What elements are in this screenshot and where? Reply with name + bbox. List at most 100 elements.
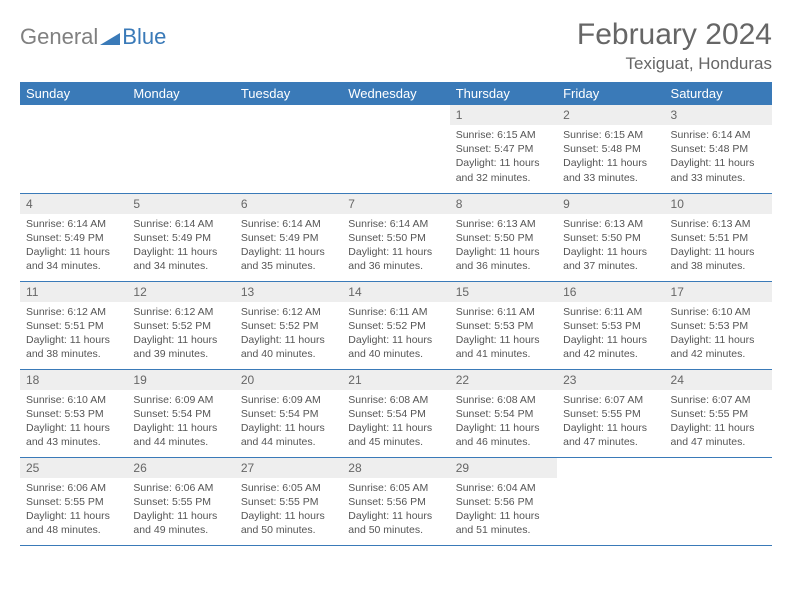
calendar-cell: 27Sunrise: 6:05 AMSunset: 5:55 PMDayligh…	[235, 457, 342, 545]
calendar-cell: 19Sunrise: 6:09 AMSunset: 5:54 PMDayligh…	[127, 369, 234, 457]
calendar-cell: .	[127, 105, 234, 193]
brand-logo: General Blue	[20, 18, 166, 50]
header: General Blue February 2024 Texiguat, Hon…	[20, 18, 772, 74]
day-number: 10	[665, 194, 772, 214]
day-details: Sunrise: 6:14 AMSunset: 5:49 PMDaylight:…	[127, 214, 234, 280]
day-number: 8	[450, 194, 557, 214]
brand-general: General	[20, 24, 98, 50]
calendar-cell: .	[342, 105, 449, 193]
day-details: Sunrise: 6:04 AMSunset: 5:56 PMDaylight:…	[450, 478, 557, 544]
brand-blue: Blue	[122, 24, 166, 50]
day-details: Sunrise: 6:08 AMSunset: 5:54 PMDaylight:…	[450, 390, 557, 456]
day-details: Sunrise: 6:07 AMSunset: 5:55 PMDaylight:…	[665, 390, 772, 456]
calendar-cell: 8Sunrise: 6:13 AMSunset: 5:50 PMDaylight…	[450, 193, 557, 281]
calendar-cell: 17Sunrise: 6:10 AMSunset: 5:53 PMDayligh…	[665, 281, 772, 369]
day-details: Sunrise: 6:14 AMSunset: 5:50 PMDaylight:…	[342, 214, 449, 280]
calendar-table: Sunday Monday Tuesday Wednesday Thursday…	[20, 82, 772, 546]
day-details: Sunrise: 6:06 AMSunset: 5:55 PMDaylight:…	[127, 478, 234, 544]
col-tuesday: Tuesday	[235, 82, 342, 105]
calendar-cell: 29Sunrise: 6:04 AMSunset: 5:56 PMDayligh…	[450, 457, 557, 545]
day-number: 3	[665, 105, 772, 125]
day-details: Sunrise: 6:09 AMSunset: 5:54 PMDaylight:…	[127, 390, 234, 456]
day-number: 16	[557, 282, 664, 302]
col-thursday: Thursday	[450, 82, 557, 105]
day-details: Sunrise: 6:05 AMSunset: 5:56 PMDaylight:…	[342, 478, 449, 544]
day-details: Sunrise: 6:10 AMSunset: 5:53 PMDaylight:…	[20, 390, 127, 456]
calendar-cell: 16Sunrise: 6:11 AMSunset: 5:53 PMDayligh…	[557, 281, 664, 369]
calendar-week-row: 4Sunrise: 6:14 AMSunset: 5:49 PMDaylight…	[20, 193, 772, 281]
calendar-cell: 22Sunrise: 6:08 AMSunset: 5:54 PMDayligh…	[450, 369, 557, 457]
calendar-cell: 24Sunrise: 6:07 AMSunset: 5:55 PMDayligh…	[665, 369, 772, 457]
day-details: Sunrise: 6:09 AMSunset: 5:54 PMDaylight:…	[235, 390, 342, 456]
day-number: 13	[235, 282, 342, 302]
day-number: 19	[127, 370, 234, 390]
calendar-cell: 28Sunrise: 6:05 AMSunset: 5:56 PMDayligh…	[342, 457, 449, 545]
day-details: Sunrise: 6:11 AMSunset: 5:53 PMDaylight:…	[557, 302, 664, 368]
calendar-cell: 4Sunrise: 6:14 AMSunset: 5:49 PMDaylight…	[20, 193, 127, 281]
day-number: 15	[450, 282, 557, 302]
day-details: Sunrise: 6:13 AMSunset: 5:51 PMDaylight:…	[665, 214, 772, 280]
calendar-cell: 23Sunrise: 6:07 AMSunset: 5:55 PMDayligh…	[557, 369, 664, 457]
day-details: Sunrise: 6:12 AMSunset: 5:51 PMDaylight:…	[20, 302, 127, 368]
brand-triangle-icon	[100, 29, 120, 45]
calendar-cell: 15Sunrise: 6:11 AMSunset: 5:53 PMDayligh…	[450, 281, 557, 369]
day-number: 1	[450, 105, 557, 125]
calendar-cell: 10Sunrise: 6:13 AMSunset: 5:51 PMDayligh…	[665, 193, 772, 281]
calendar-cell: 21Sunrise: 6:08 AMSunset: 5:54 PMDayligh…	[342, 369, 449, 457]
day-number: 6	[235, 194, 342, 214]
day-number: 23	[557, 370, 664, 390]
day-number: 29	[450, 458, 557, 478]
calendar-week-row: 25Sunrise: 6:06 AMSunset: 5:55 PMDayligh…	[20, 457, 772, 545]
calendar-cell: 5Sunrise: 6:14 AMSunset: 5:49 PMDaylight…	[127, 193, 234, 281]
calendar-week-row: 18Sunrise: 6:10 AMSunset: 5:53 PMDayligh…	[20, 369, 772, 457]
calendar-cell: 9Sunrise: 6:13 AMSunset: 5:50 PMDaylight…	[557, 193, 664, 281]
calendar-cell: .	[235, 105, 342, 193]
calendar-cell: 3Sunrise: 6:14 AMSunset: 5:48 PMDaylight…	[665, 105, 772, 193]
day-number: 20	[235, 370, 342, 390]
day-details: Sunrise: 6:14 AMSunset: 5:49 PMDaylight:…	[235, 214, 342, 280]
col-sunday: Sunday	[20, 82, 127, 105]
calendar-cell: 26Sunrise: 6:06 AMSunset: 5:55 PMDayligh…	[127, 457, 234, 545]
calendar-cell: 6Sunrise: 6:14 AMSunset: 5:49 PMDaylight…	[235, 193, 342, 281]
calendar-cell: .	[665, 457, 772, 545]
day-details: Sunrise: 6:14 AMSunset: 5:48 PMDaylight:…	[665, 125, 772, 191]
calendar-cell: 12Sunrise: 6:12 AMSunset: 5:52 PMDayligh…	[127, 281, 234, 369]
calendar-cell: 14Sunrise: 6:11 AMSunset: 5:52 PMDayligh…	[342, 281, 449, 369]
location-label: Texiguat, Honduras	[577, 54, 772, 74]
calendar-cell: 2Sunrise: 6:15 AMSunset: 5:48 PMDaylight…	[557, 105, 664, 193]
calendar-week-row: ....1Sunrise: 6:15 AMSunset: 5:47 PMDayl…	[20, 105, 772, 193]
day-details: Sunrise: 6:10 AMSunset: 5:53 PMDaylight:…	[665, 302, 772, 368]
day-number: 17	[665, 282, 772, 302]
day-details: Sunrise: 6:11 AMSunset: 5:52 PMDaylight:…	[342, 302, 449, 368]
page-title: February 2024	[577, 18, 772, 52]
day-details: Sunrise: 6:06 AMSunset: 5:55 PMDaylight:…	[20, 478, 127, 544]
calendar-body: ....1Sunrise: 6:15 AMSunset: 5:47 PMDayl…	[20, 105, 772, 545]
day-details: Sunrise: 6:15 AMSunset: 5:47 PMDaylight:…	[450, 125, 557, 191]
day-number: 24	[665, 370, 772, 390]
day-number: 5	[127, 194, 234, 214]
day-number: 4	[20, 194, 127, 214]
day-number: 25	[20, 458, 127, 478]
day-number: 2	[557, 105, 664, 125]
day-details: Sunrise: 6:11 AMSunset: 5:53 PMDaylight:…	[450, 302, 557, 368]
day-number: 12	[127, 282, 234, 302]
col-saturday: Saturday	[665, 82, 772, 105]
day-number: 7	[342, 194, 449, 214]
calendar-header-row: Sunday Monday Tuesday Wednesday Thursday…	[20, 82, 772, 105]
day-details: Sunrise: 6:08 AMSunset: 5:54 PMDaylight:…	[342, 390, 449, 456]
calendar-cell: .	[20, 105, 127, 193]
col-wednesday: Wednesday	[342, 82, 449, 105]
day-number: 26	[127, 458, 234, 478]
day-details: Sunrise: 6:13 AMSunset: 5:50 PMDaylight:…	[557, 214, 664, 280]
day-details: Sunrise: 6:07 AMSunset: 5:55 PMDaylight:…	[557, 390, 664, 456]
day-number: 22	[450, 370, 557, 390]
calendar-cell: 20Sunrise: 6:09 AMSunset: 5:54 PMDayligh…	[235, 369, 342, 457]
col-friday: Friday	[557, 82, 664, 105]
day-number: 9	[557, 194, 664, 214]
calendar-cell: 7Sunrise: 6:14 AMSunset: 5:50 PMDaylight…	[342, 193, 449, 281]
calendar-cell: 13Sunrise: 6:12 AMSunset: 5:52 PMDayligh…	[235, 281, 342, 369]
day-details: Sunrise: 6:14 AMSunset: 5:49 PMDaylight:…	[20, 214, 127, 280]
col-monday: Monday	[127, 82, 234, 105]
day-number: 11	[20, 282, 127, 302]
calendar-cell: .	[557, 457, 664, 545]
